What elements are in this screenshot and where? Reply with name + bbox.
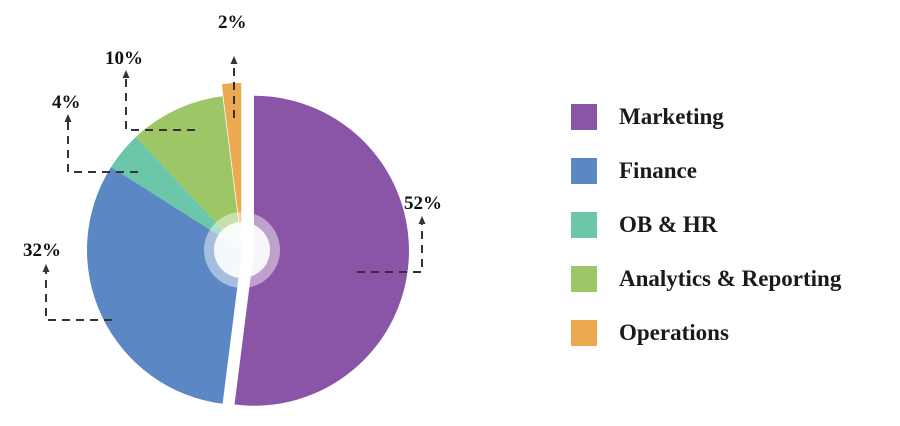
leader-line-ob-hr <box>67 120 138 173</box>
data-label-analytics: 10% <box>105 48 143 69</box>
legend-label: Operations <box>619 320 729 345</box>
pie-slice-finance <box>87 166 242 404</box>
legend-swatch <box>571 266 597 292</box>
pie-chart: 52% 32% 4% 10% 2% <box>23 12 442 406</box>
leader-arrow-ob-hr <box>64 114 72 122</box>
legend-swatch <box>571 212 597 238</box>
leader-arrow-marketing <box>418 216 426 224</box>
pie-slice-ob-hr <box>111 137 242 250</box>
chart-legend: Marketing Finance OB & HR Analytics & Re… <box>571 90 841 360</box>
legend-swatch <box>571 104 597 130</box>
pie-slice-marketing <box>234 95 409 406</box>
leader-line-analytics <box>125 76 195 131</box>
legend-swatch <box>571 158 597 184</box>
center-hole <box>214 222 270 278</box>
legend-label: Marketing <box>619 104 724 129</box>
legend-label: Analytics & Reporting <box>619 266 842 291</box>
legend-label: Finance <box>619 158 697 183</box>
pie-slices <box>87 83 409 406</box>
legend-item-analytics: Analytics & Reporting <box>571 252 841 306</box>
leader-lines <box>42 56 426 321</box>
legend-item-ob-hr: OB & HR <box>571 198 841 252</box>
legend-label: OB & HR <box>619 212 718 237</box>
legend-item-operations: Operations <box>571 306 841 360</box>
leader-arrow-finance <box>42 264 50 272</box>
pie-slice-analytics-reporting <box>135 96 242 250</box>
data-label-ob-hr: 4% <box>52 92 81 113</box>
data-label-finance: 32% <box>23 240 61 261</box>
legend-item-marketing: Marketing <box>571 90 841 144</box>
legend-item-finance: Finance <box>571 144 841 198</box>
data-label-marketing: 52% <box>404 193 442 214</box>
legend-swatch <box>571 320 597 346</box>
data-label-operations: 2% <box>218 12 247 33</box>
leader-line-finance <box>45 270 112 321</box>
pie-slice-operations <box>221 83 242 239</box>
leader-line-marketing <box>357 222 423 273</box>
leader-arrow-analytics <box>122 70 130 78</box>
leader-arrow-operations <box>230 56 238 64</box>
